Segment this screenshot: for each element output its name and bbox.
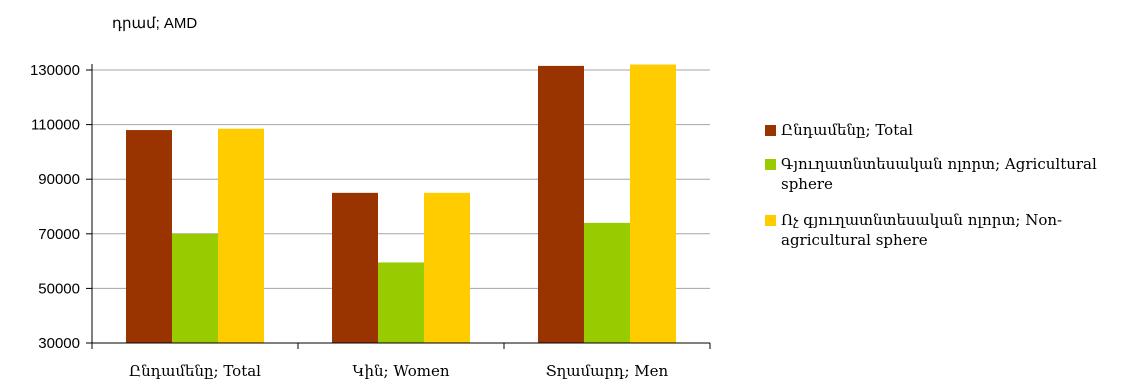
x-category-label: Ընդամենը; Total xyxy=(129,362,261,380)
y-tick-label: 70000 xyxy=(38,226,80,243)
bar xyxy=(584,222,630,343)
legend-swatch xyxy=(765,159,776,170)
x-category-label: Կին; Women xyxy=(352,362,449,380)
bar xyxy=(424,192,470,343)
legend-label: Գյուղատնտեսական ոլորտ; Agricultural sphe… xyxy=(781,155,1097,193)
y-tick-label: 110000 xyxy=(31,117,80,134)
y-tick-label: 30000 xyxy=(38,335,80,352)
legend-swatch xyxy=(765,215,776,226)
unit-label: դրամ; AMD xyxy=(112,15,197,32)
bar xyxy=(538,65,584,343)
legend-item: Գյուղատնտեսական ոլորտ; Agricultural sphe… xyxy=(765,154,1132,194)
bar xyxy=(218,128,264,343)
y-tick-label: 130000 xyxy=(30,62,80,79)
y-tick-labels: 30000 50000 70000 90000 110000 130000 xyxy=(30,62,80,352)
bar xyxy=(126,130,172,343)
legend-swatch xyxy=(765,125,776,136)
bar xyxy=(378,262,424,343)
bars xyxy=(126,64,676,343)
bar xyxy=(172,233,218,343)
y-tick-label: 90000 xyxy=(38,171,80,188)
y-tick-label: 50000 xyxy=(38,280,80,297)
legend-label: Ոչ գյուղատնտեսական ոլորտ; Non-agricultur… xyxy=(781,211,1063,249)
bar xyxy=(630,64,676,343)
bar xyxy=(332,192,378,343)
axes xyxy=(86,64,711,349)
legend-item: Ոչ գյուղատնտեսական ոլորտ; Non-agricultur… xyxy=(765,210,1132,250)
legend-label: Ընդամենը; Total xyxy=(781,121,913,139)
legend-item: Ընդամենը; Total xyxy=(765,120,1132,140)
x-category-label: Տղամարդ; Men xyxy=(546,362,669,380)
x-category-labels: Ընդամենը; Total Կին; Women Տղամարդ; Men xyxy=(129,362,669,380)
